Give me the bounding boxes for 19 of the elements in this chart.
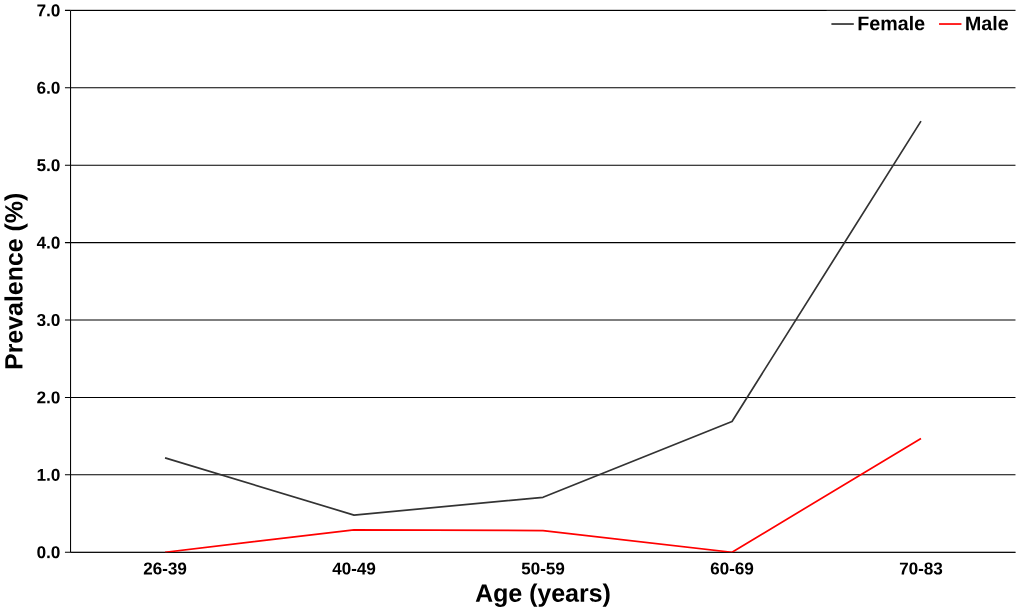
x-axis-title: Age (years) [475, 583, 610, 607]
y-axis-title: Prevalence (%) [4, 193, 28, 369]
y-tick-label: 5.0 [37, 159, 60, 172]
y-tick-label: 3.0 [37, 313, 60, 326]
x-tick-label: 60-69 [710, 562, 754, 575]
legend-label: Female [858, 15, 925, 31]
line-series [164, 437, 922, 553]
x-tick-label: 40-49 [332, 562, 376, 575]
line-series [164, 120, 922, 516]
y-tick-label: 4.0 [36, 236, 60, 249]
y-tick-label: 2.0 [37, 391, 60, 404]
x-tick-label: 70-83 [899, 562, 943, 575]
y-tick-label: 1.0 [37, 468, 60, 481]
y-tick-label: 7.0 [37, 4, 60, 17]
y-tick-label: 6.0 [37, 81, 60, 94]
x-tick-label: 26-39 [143, 562, 187, 575]
legend-label: Male [966, 15, 1008, 31]
x-tick-label: 50-59 [521, 562, 565, 575]
y-tick-label: 0.0 [37, 546, 60, 559]
